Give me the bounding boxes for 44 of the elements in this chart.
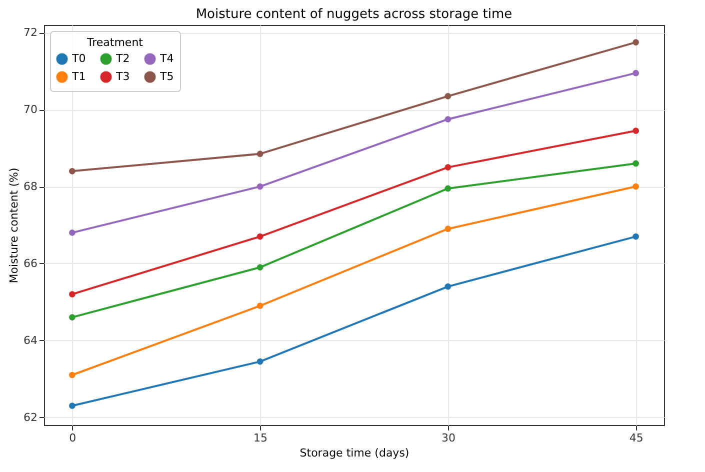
point	[632, 39, 639, 46]
point	[444, 226, 452, 232]
x-tick-label: 15	[254, 432, 268, 444]
y-tick-label: 72	[24, 26, 38, 40]
point	[632, 128, 639, 134]
legend-title: Treatment	[86, 36, 144, 49]
x-tick-label: 45	[629, 432, 644, 444]
legend-label: T5	[159, 70, 174, 83]
chart-title: Moisture content of nuggets across storage time	[196, 7, 512, 22]
y-tick-label: 62	[24, 410, 38, 424]
point	[632, 183, 639, 190]
legend-label: T2	[115, 52, 130, 65]
point	[632, 70, 639, 76]
y-tick-label: 68	[24, 180, 38, 194]
point	[632, 160, 639, 167]
legend-label: T4	[159, 52, 174, 65]
y-axis-title: Moisture content (%)	[8, 168, 21, 284]
y-tick-label: 66	[24, 256, 38, 270]
point	[69, 314, 76, 320]
point	[69, 230, 76, 236]
point	[444, 164, 452, 170]
point	[256, 302, 264, 309]
point	[632, 233, 639, 240]
point	[69, 402, 76, 409]
point	[69, 168, 76, 174]
point	[256, 183, 264, 190]
point	[444, 93, 452, 100]
point	[444, 185, 452, 192]
point	[69, 291, 76, 298]
x-tick-label: 0	[69, 432, 76, 444]
legend-label: T0	[71, 52, 86, 65]
y-tick-label: 64	[24, 334, 38, 347]
point	[256, 358, 264, 365]
point	[444, 283, 452, 290]
point	[256, 233, 264, 240]
y-tick-label: 70	[24, 103, 38, 116]
point	[69, 372, 76, 378]
x-tick-label: 30	[441, 432, 456, 444]
point	[256, 264, 264, 270]
point	[256, 150, 264, 157]
legend-label: T1	[71, 70, 86, 83]
x-axis-title: Storage time (days)	[300, 446, 410, 460]
point	[444, 116, 452, 122]
legend-label: T3	[115, 70, 130, 83]
